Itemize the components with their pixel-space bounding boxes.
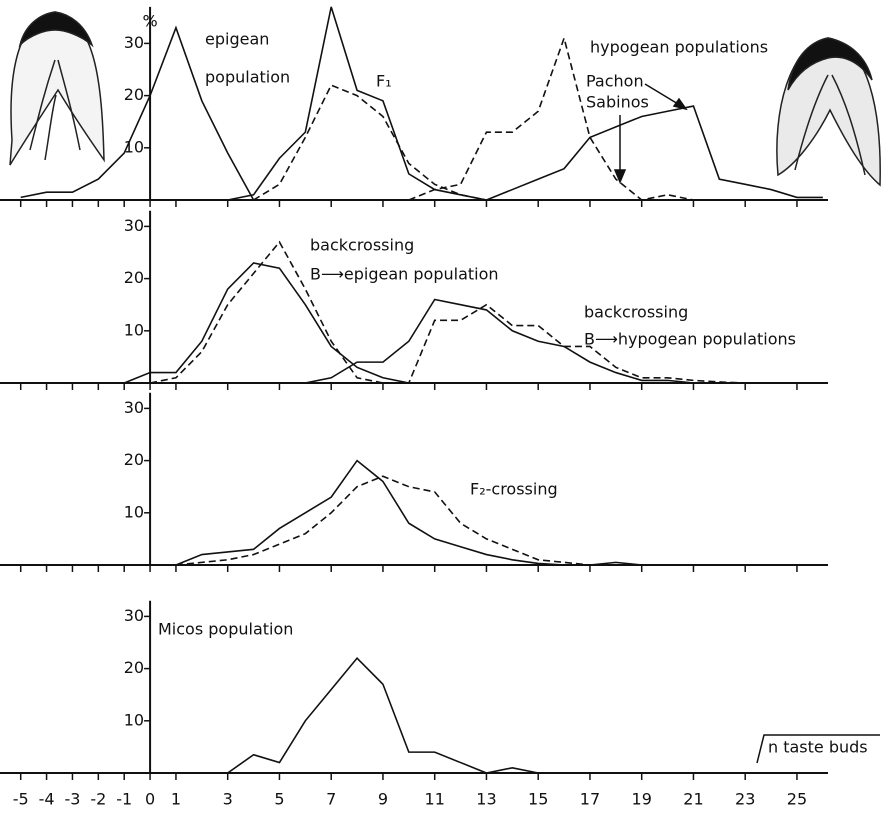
annotation: Micos population (158, 620, 293, 639)
series-line (175, 475, 591, 566)
x-tick-label: -5 (13, 790, 29, 809)
x-tick-label: 0 (145, 790, 155, 809)
taste-bud-drawing-left (9, 11, 105, 166)
x-tick-label: 13 (476, 790, 496, 809)
series-line (253, 84, 487, 201)
x-tick-label: 17 (580, 790, 600, 809)
y-tick-label: 30 (124, 33, 144, 52)
y-tick-label: 20 (124, 268, 144, 287)
taste-bud-drawing-right (776, 37, 881, 187)
x-tick-label: 9 (378, 790, 388, 809)
y-tick-label: 20 (124, 450, 144, 469)
annotation: B⟶epigean population (310, 265, 499, 284)
x-tick-label: 11 (425, 790, 445, 809)
x-tick-label: -4 (39, 790, 55, 809)
annotation: Pachon (586, 72, 644, 91)
x-tick-label: -2 (90, 790, 106, 809)
annotation: F₂-crossing (470, 480, 558, 499)
series-line (486, 105, 823, 201)
series-line (382, 303, 746, 384)
x-axis-label: n taste buds (768, 738, 868, 757)
y-tick-label: 20 (124, 85, 144, 104)
y-tick-label: 10 (124, 320, 144, 339)
series-line (149, 240, 384, 384)
annotation: epigean (205, 30, 269, 49)
y-tick-label: 30 (124, 606, 144, 625)
series-line (20, 25, 255, 201)
x-tick-label: -3 (64, 790, 80, 809)
annotation: backcrossing (310, 236, 414, 255)
y-axis-label: % (142, 12, 157, 31)
x-tick-label: -1 (116, 790, 132, 809)
x-tick-label: 23 (735, 790, 755, 809)
y-tick-label: 20 (124, 658, 144, 677)
annotation: B⟶hypogean populations (584, 330, 796, 349)
x-tick-label: 15 (528, 790, 548, 809)
annotation: backcrossing (584, 303, 688, 322)
annotation: Sabinos (586, 93, 649, 112)
x-tick-label: 3 (223, 790, 233, 809)
series-line (123, 262, 409, 384)
y-tick-label: 10 (124, 710, 144, 729)
y-tick-label: 30 (124, 398, 144, 417)
x-label-bracket (756, 734, 880, 764)
x-tick-label: 21 (683, 790, 703, 809)
series-line (408, 35, 694, 201)
x-tick-label: 1 (171, 790, 181, 809)
x-tick-label: 19 (632, 790, 652, 809)
x-tick-label: 5 (274, 790, 284, 809)
series-line (305, 298, 694, 384)
y-tick-label: 30 (124, 216, 144, 235)
x-tick-label: 7 (326, 790, 336, 809)
x-tick-label: 25 (787, 790, 807, 809)
annotation: hypogean populations (590, 38, 768, 57)
y-tick-label: 10 (124, 502, 144, 521)
series-line (227, 6, 487, 201)
series-line (175, 459, 642, 566)
series-line (227, 656, 539, 774)
annotation: population (205, 68, 290, 87)
annotation: F₁ (376, 72, 392, 91)
